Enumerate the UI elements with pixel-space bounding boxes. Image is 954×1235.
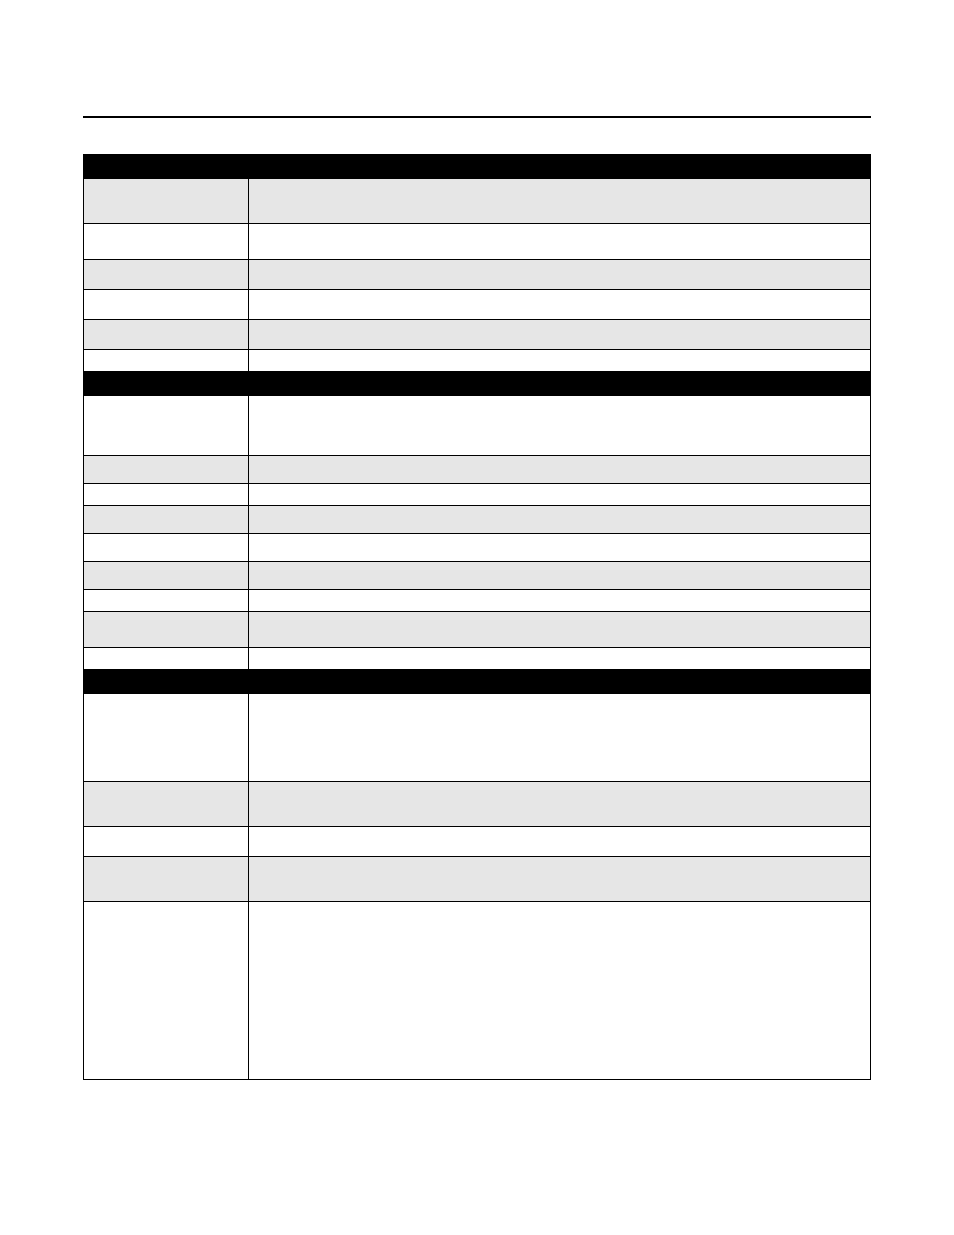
table-row: [84, 350, 871, 372]
table-row: [84, 484, 871, 506]
table-row: [84, 396, 871, 456]
table-row: [84, 534, 871, 562]
section-header-cell-left: [84, 670, 249, 694]
section-header: [84, 155, 871, 179]
table-row: [84, 857, 871, 902]
table-row: [84, 694, 871, 782]
table-row: [84, 562, 871, 590]
table-cell-left: [84, 534, 249, 562]
table-cell-right: [249, 612, 871, 648]
table-row: [84, 224, 871, 260]
spec-table: [83, 154, 871, 1080]
table-cell-left: [84, 290, 249, 320]
section-header-cell-right: [249, 155, 871, 179]
section-header: [84, 372, 871, 396]
table-cell-left: [84, 396, 249, 456]
section-header-cell-left: [84, 372, 249, 396]
table-cell-left: [84, 612, 249, 648]
table-row: [84, 902, 871, 1080]
section-header: [84, 670, 871, 694]
table-cell-right: [249, 534, 871, 562]
table-cell-left: [84, 506, 249, 534]
table-cell-left: [84, 484, 249, 506]
table-container: [83, 154, 871, 1080]
table-row: [84, 179, 871, 224]
table-cell-right: [249, 648, 871, 670]
table-cell-left: [84, 350, 249, 372]
table-cell-right: [249, 827, 871, 857]
table-cell-left: [84, 562, 249, 590]
table-cell-left: [84, 224, 249, 260]
table-cell-right: [249, 350, 871, 372]
table-cell-right: [249, 456, 871, 484]
table-row: [84, 260, 871, 290]
header-rule: [83, 116, 871, 118]
table-row: [84, 290, 871, 320]
table-cell-left: [84, 179, 249, 224]
table-cell-left: [84, 320, 249, 350]
table-cell-right: [249, 396, 871, 456]
table-cell-left: [84, 902, 249, 1080]
section-header-cell-right: [249, 372, 871, 396]
table-cell-right: [249, 902, 871, 1080]
table-cell-right: [249, 179, 871, 224]
table-row: [84, 612, 871, 648]
table-row: [84, 506, 871, 534]
section-header-cell-right: [249, 670, 871, 694]
table-cell-left: [84, 782, 249, 827]
page: [0, 0, 954, 1235]
table-cell-left: [84, 456, 249, 484]
table-cell-right: [249, 694, 871, 782]
table-cell-right: [249, 857, 871, 902]
table-row: [84, 320, 871, 350]
table-cell-left: [84, 857, 249, 902]
table-cell-left: [84, 590, 249, 612]
table-row: [84, 648, 871, 670]
table-cell-left: [84, 260, 249, 290]
table-cell-right: [249, 320, 871, 350]
table-cell-right: [249, 224, 871, 260]
table-cell-left: [84, 827, 249, 857]
section-header-cell-left: [84, 155, 249, 179]
table-cell-right: [249, 590, 871, 612]
table-row: [84, 782, 871, 827]
table-row: [84, 590, 871, 612]
table-cell-right: [249, 484, 871, 506]
table-row: [84, 827, 871, 857]
table-cell-left: [84, 694, 249, 782]
table-cell-right: [249, 562, 871, 590]
table-cell-right: [249, 260, 871, 290]
page-header-area: [83, 116, 871, 128]
table-cell-right: [249, 506, 871, 534]
table-cell-left: [84, 648, 249, 670]
table-cell-right: [249, 782, 871, 827]
table-row: [84, 456, 871, 484]
table-cell-right: [249, 290, 871, 320]
